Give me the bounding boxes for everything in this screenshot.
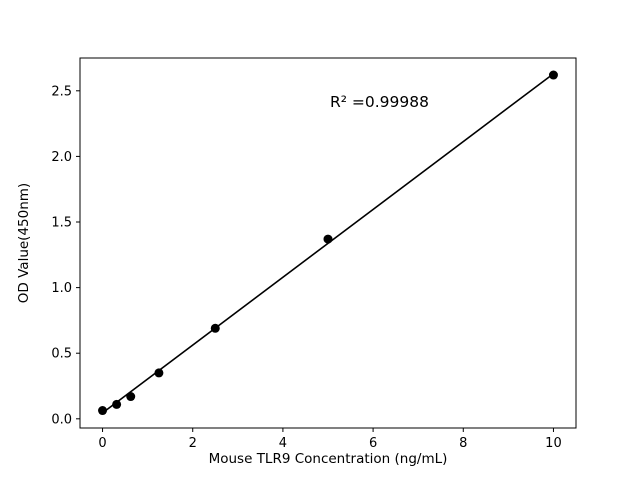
data-point [323,234,333,244]
data-point [112,399,122,409]
x-axis-label: Mouse TLR9 Concentration (ng/mL) [209,451,448,467]
data-point [210,323,220,333]
y-tick-label: 2.0 [51,150,72,165]
data-point [548,70,558,80]
x-tick-label: 8 [459,436,467,451]
r-squared-annotation: R² =0.99988 [330,93,429,111]
x-tick-label: 6 [369,436,377,451]
data-point [126,392,136,402]
x-tick-label: 0 [98,436,106,451]
data-point [154,368,164,378]
y-tick-label: 0.0 [51,412,72,427]
y-axis-label: OD Value(450nm) [16,183,32,303]
y-tick-label: 0.5 [51,347,72,362]
x-tick-label: 2 [189,436,197,451]
y-tick-label: 2.5 [51,84,72,99]
data-point [98,406,108,416]
plot-layer: 0 2 4 6 8 10 0.0 0.5 1.0 1.5 2.0 2.5 [51,57,577,451]
y-tick-label: 1.0 [51,281,72,296]
y-tick-label: 1.5 [51,216,72,231]
x-tick-label: 10 [545,436,562,451]
x-tick-label: 4 [279,436,287,451]
